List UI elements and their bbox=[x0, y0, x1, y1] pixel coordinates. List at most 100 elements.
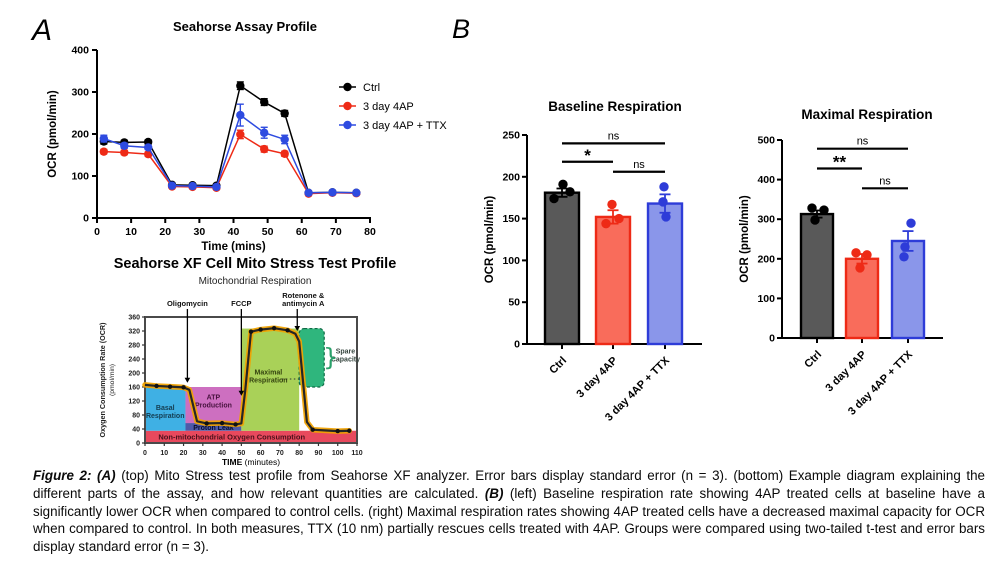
legend-label: 3 day 4AP bbox=[363, 101, 414, 113]
y-tick-label: 100 bbox=[502, 255, 520, 267]
significance-bracket: ns bbox=[817, 136, 908, 150]
significance-bracket: ns bbox=[613, 159, 665, 173]
x-tick-label: 40 bbox=[218, 450, 226, 457]
legend-marker bbox=[343, 101, 352, 111]
x-tick-label: 110 bbox=[351, 450, 362, 457]
trace-point bbox=[219, 420, 225, 426]
injection-fccp: FCCP bbox=[231, 299, 252, 396]
tspan-shape: TIME bbox=[222, 457, 243, 467]
legend: Ctrl 3 day 4AP 3 day 4AP + TTX bbox=[339, 82, 447, 132]
bar-group-3-day-4ap-ttx bbox=[890, 218, 926, 340]
significance-bracket: ** bbox=[817, 153, 862, 172]
data-point bbox=[549, 193, 559, 204]
data-point bbox=[900, 242, 910, 252]
significance-label: ns bbox=[608, 130, 620, 142]
trace-point bbox=[248, 329, 254, 334]
polyline-shape bbox=[103, 133, 357, 195]
y-tick-label: 50 bbox=[508, 297, 520, 309]
y-axis-label-units: (pmol/min) bbox=[109, 364, 116, 396]
significance-bracket: ns bbox=[562, 130, 665, 145]
y-tick-label: 0 bbox=[83, 213, 89, 225]
significance-bracket: * bbox=[562, 146, 613, 165]
data-point bbox=[143, 143, 153, 152]
baseline-chart-title: Baseline Respiration bbox=[548, 99, 682, 114]
x-tick-label: 30 bbox=[199, 450, 207, 457]
arrowhead bbox=[238, 390, 245, 396]
y-tick-label: 320 bbox=[128, 329, 140, 336]
x-tick-label: 20 bbox=[159, 226, 171, 238]
region-label: Respiration bbox=[146, 413, 185, 420]
y-tick-label: 400 bbox=[757, 174, 775, 186]
trace-point bbox=[233, 422, 238, 427]
ocr-trace bbox=[142, 325, 353, 434]
y-tick-label: 0 bbox=[514, 339, 520, 351]
x-tick-label: 30 bbox=[194, 226, 206, 238]
region-label: Production bbox=[195, 403, 232, 410]
data-point bbox=[280, 135, 289, 144]
data-point bbox=[819, 205, 829, 215]
bar bbox=[594, 215, 632, 346]
caption-segment: (top) Mito Stress test profile from Seah… bbox=[33, 468, 985, 501]
significance-label: ** bbox=[833, 153, 847, 172]
y-tick-label: 100 bbox=[757, 293, 775, 305]
trace-point bbox=[167, 384, 173, 389]
x-tick-label: 10 bbox=[160, 450, 168, 457]
data-point bbox=[280, 109, 289, 118]
region-label: Spare bbox=[336, 349, 356, 356]
caption-segment: (left) Baseline respiration rate showing… bbox=[33, 485, 985, 555]
data-point bbox=[807, 203, 817, 213]
y-axis-label: OCR (pmol/min) bbox=[484, 196, 496, 284]
data-point bbox=[304, 188, 313, 197]
data-point bbox=[658, 197, 668, 207]
data-point bbox=[862, 250, 872, 260]
series-3-day-4ap bbox=[99, 129, 361, 198]
x-category-label: 3 day 4AP bbox=[823, 349, 869, 395]
spare-capacity-brace: } bbox=[323, 344, 338, 372]
bar-group-ctrl bbox=[799, 203, 835, 340]
trace-point bbox=[181, 385, 186, 390]
injection-label: Oligomycin bbox=[167, 299, 208, 308]
y-tick-label: 360 bbox=[128, 315, 140, 322]
maximal-chart-title: Maximal Respiration bbox=[801, 107, 933, 122]
bar-group-3-day-4ap-ttx bbox=[646, 182, 684, 346]
caption-segment: (B) bbox=[484, 485, 504, 501]
data-point bbox=[236, 130, 245, 139]
data-point bbox=[899, 252, 909, 262]
trace-point bbox=[258, 327, 263, 332]
region-label: Maximal bbox=[255, 370, 283, 377]
y-tick-label: 150 bbox=[502, 213, 520, 225]
y-tick-label: 160 bbox=[128, 385, 140, 392]
y-tick-label: 250 bbox=[502, 130, 520, 142]
data-point bbox=[601, 218, 611, 229]
significance-label: ns bbox=[633, 159, 645, 171]
legend-label: 3 day 4AP + TTX bbox=[363, 120, 447, 132]
data-point bbox=[260, 144, 269, 154]
significance-label: * bbox=[584, 146, 591, 165]
x-category-label: Ctrl bbox=[802, 349, 824, 371]
injection-rotenone-: Rotenone &antimycin A bbox=[282, 291, 325, 331]
injection-label: Rotenone & bbox=[282, 291, 325, 300]
region-label: ATP bbox=[207, 395, 221, 402]
region-label: Capacity bbox=[331, 357, 360, 364]
injection-oligomycin: Oligomycin bbox=[167, 299, 208, 383]
data-point bbox=[236, 110, 245, 120]
region-label: Basal bbox=[156, 405, 175, 412]
data-point bbox=[120, 148, 129, 157]
x-tick-label: 40 bbox=[228, 226, 240, 238]
bar bbox=[799, 212, 835, 340]
seahorse-assay-line-chart: 0 10 20 30 40 50 60 70 80 0 100 200 300 400 Time (mins… bbox=[47, 45, 447, 254]
y-tick-label: 300 bbox=[71, 87, 89, 99]
series-3-day-4ap-ttx bbox=[99, 103, 361, 197]
data-point bbox=[607, 199, 617, 210]
data-point bbox=[614, 213, 624, 224]
data-point bbox=[167, 181, 177, 190]
x-tick-label: 50 bbox=[237, 450, 245, 457]
data-point bbox=[188, 181, 197, 191]
data-point bbox=[212, 182, 221, 192]
baseline-respiration-bar-chart: 0 50 100 150 200 250 OCR (pmol/min) Ctrl 3 day 4… bbox=[484, 130, 702, 424]
significance-label: ns bbox=[879, 175, 891, 187]
region-label: Proton Leak bbox=[193, 425, 234, 432]
data-point bbox=[328, 188, 337, 197]
trace-point bbox=[310, 427, 315, 432]
data-point bbox=[851, 248, 861, 258]
